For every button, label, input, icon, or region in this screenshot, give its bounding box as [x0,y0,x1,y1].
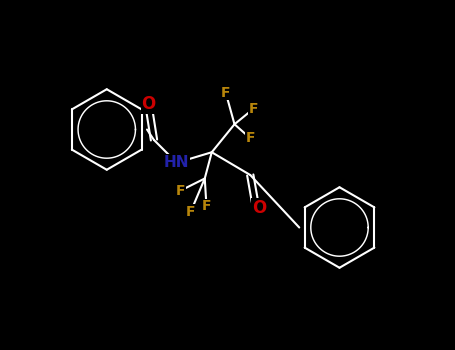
Text: F: F [249,102,258,116]
Text: F: F [186,205,196,219]
Text: F: F [176,184,185,198]
Text: F: F [221,86,231,100]
Text: HN: HN [164,155,189,170]
Text: O: O [142,95,156,113]
Text: F: F [202,199,211,213]
Text: F: F [246,131,255,145]
Text: O: O [252,198,266,217]
